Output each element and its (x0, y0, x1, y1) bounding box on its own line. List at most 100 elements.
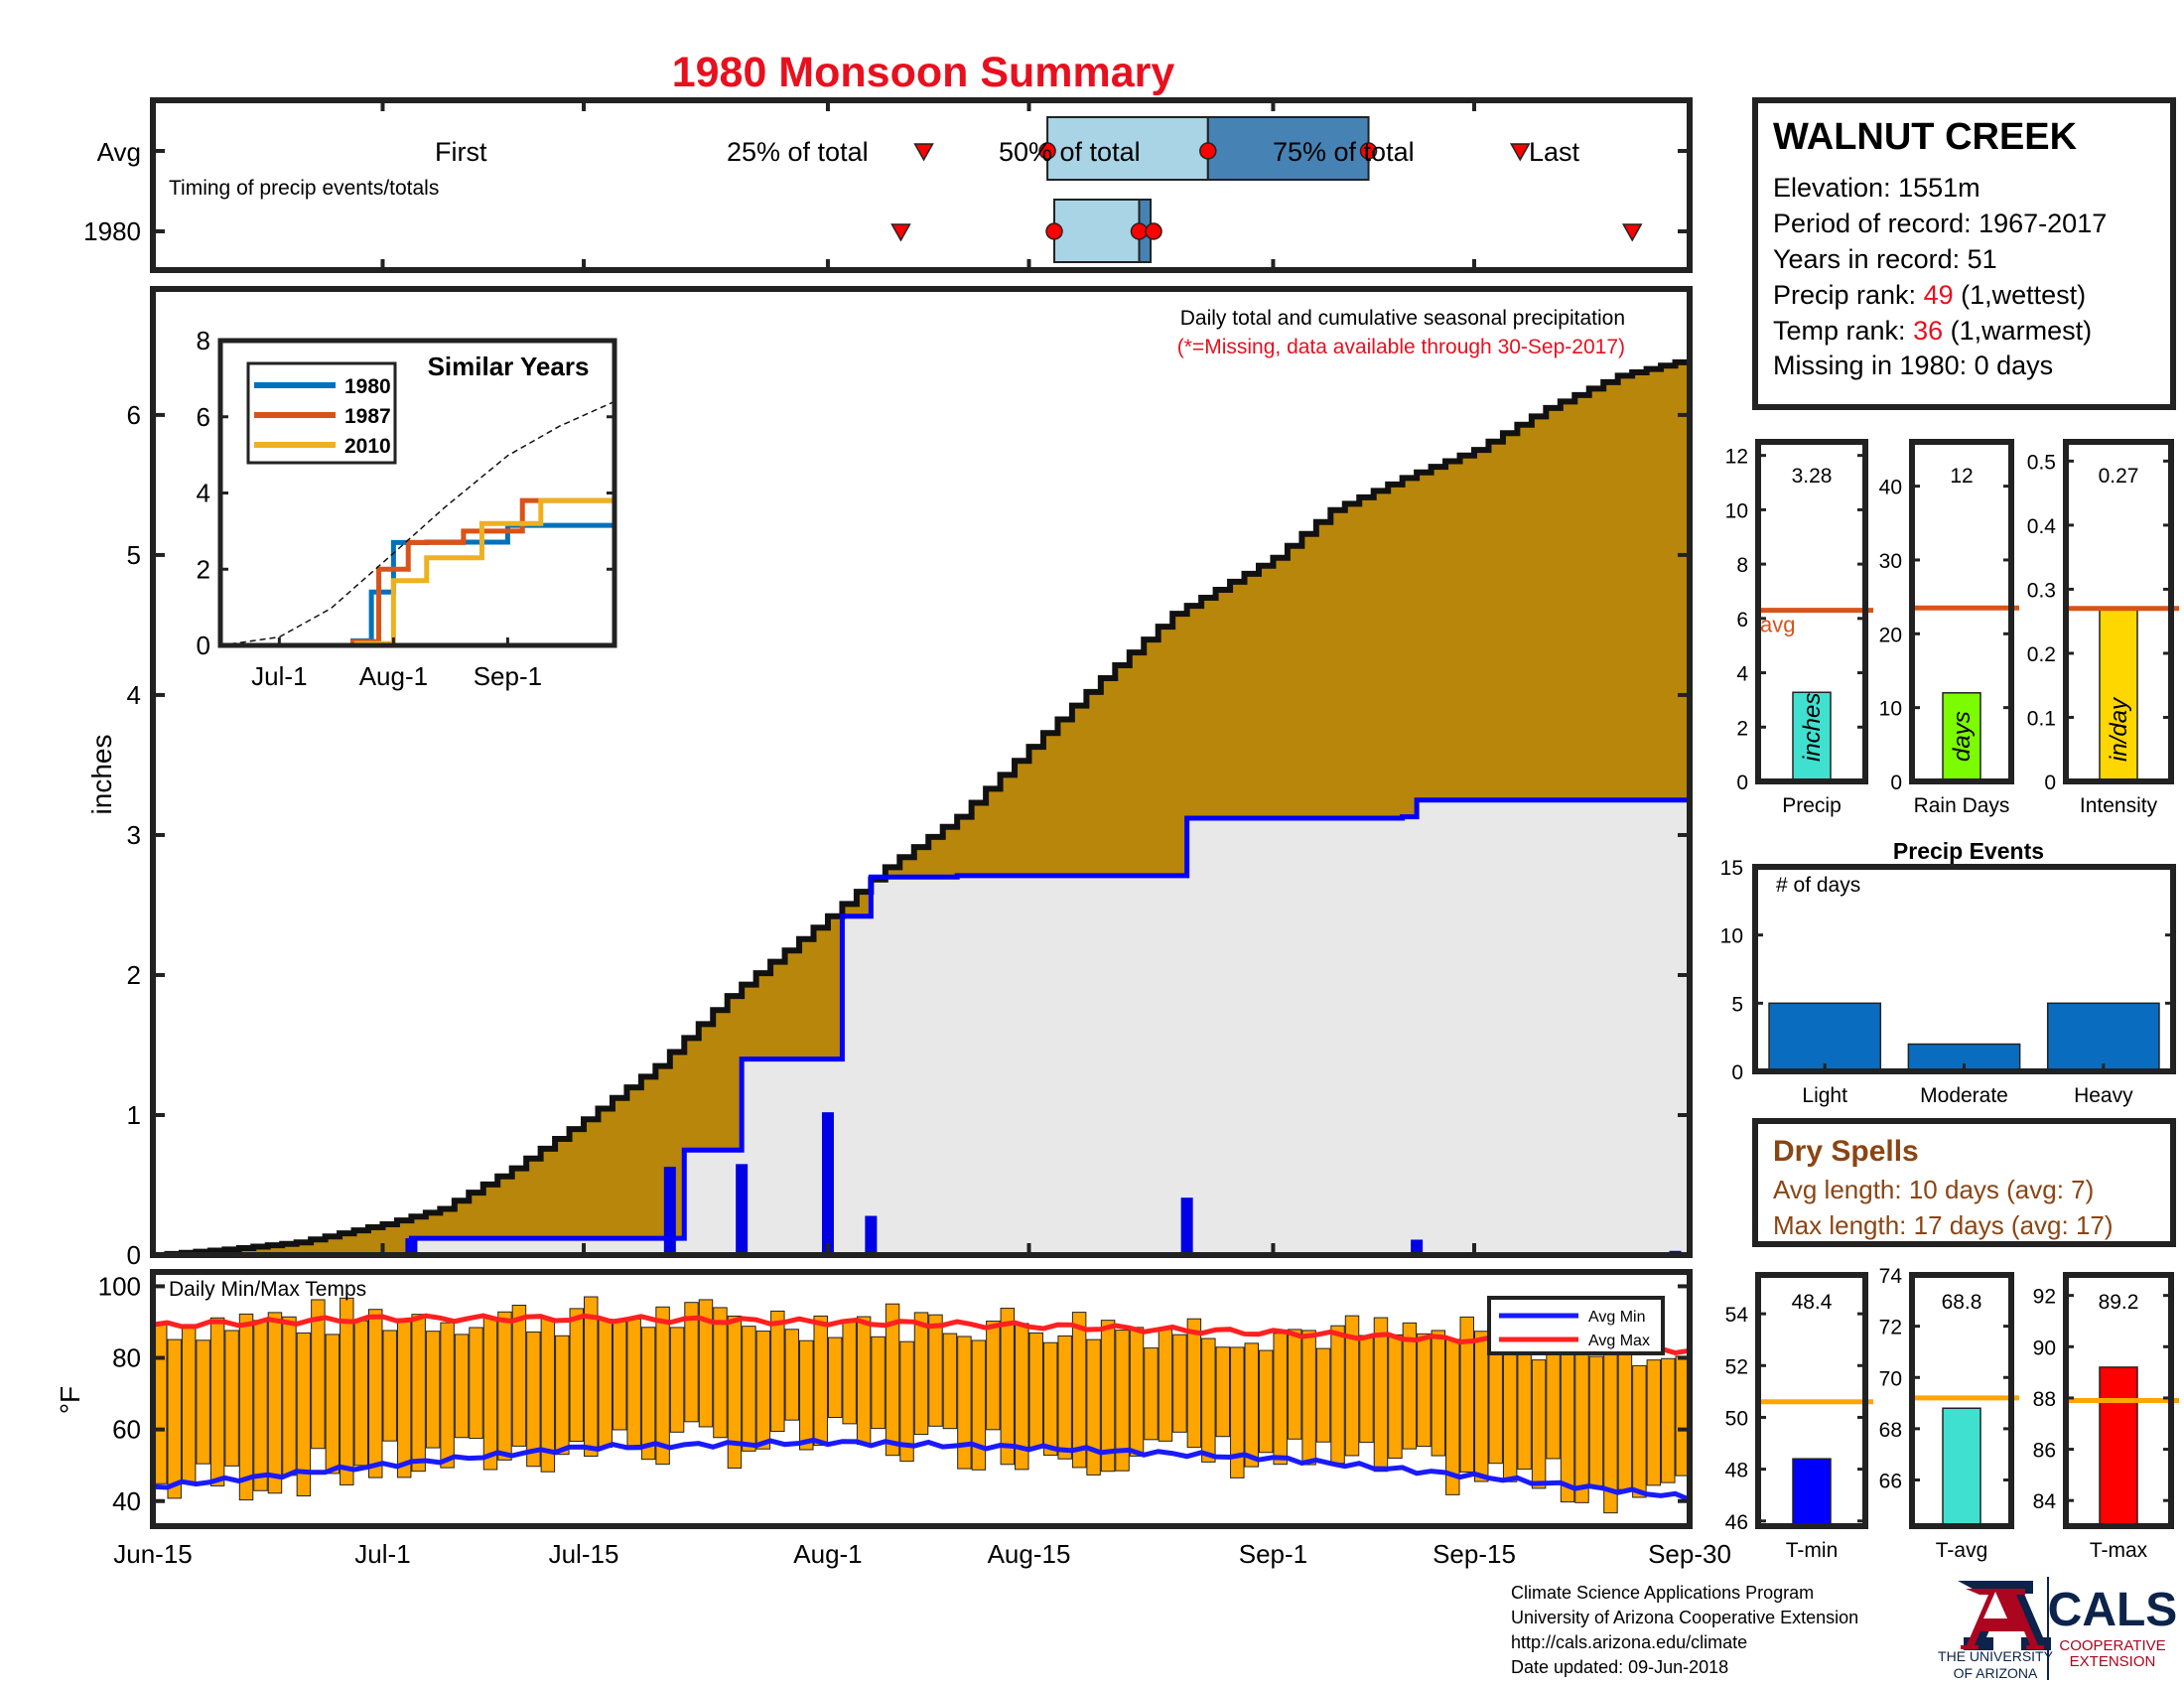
tempbar-value-label: 48.4 (1792, 1291, 1833, 1314)
daily-temp-bar (1588, 1355, 1604, 1487)
inset-xtick-label: Jul-1 (251, 661, 307, 691)
summary-value-label: 0.27 (2099, 465, 2139, 488)
daily-temp-bar (454, 1334, 470, 1439)
tempbar-ytick-label: 90 (2033, 1336, 2056, 1359)
daily-temp-bar (1215, 1346, 1231, 1438)
year-q25-q50-bar (1053, 199, 1141, 263)
daily-temp-bar (1359, 1335, 1374, 1444)
station-missing: Missing in 1980: 0 days (1773, 351, 2053, 380)
daily-temp-bar (928, 1314, 943, 1427)
daily-temp-bar (1546, 1341, 1561, 1460)
events-ytick-label: 15 (1720, 857, 1743, 880)
daily-temp-bar (856, 1316, 872, 1446)
daily-temp-bar (282, 1316, 297, 1477)
temps-xtick-label: Jun-15 (113, 1539, 193, 1569)
legend-avg-max: Avg Max (1588, 1333, 1650, 1349)
timing-panel: Avg 1980 Timing of precip events/totals … (83, 97, 1693, 273)
daily-temp-bar (698, 1299, 714, 1428)
year-q50-marker (1130, 222, 1149, 240)
daily-temp-bar (340, 1297, 354, 1485)
summary-unit-label: days (1949, 711, 1976, 762)
tempbar-panel-1: 66 68 70 72 74 68.8 T-avg (1879, 1265, 2019, 1562)
summary-value-label: 3.28 (1792, 465, 1833, 488)
tempbar-panel-frame (1909, 1272, 2014, 1529)
daily-temp-bar (1201, 1337, 1216, 1463)
daily-temp-bar (1000, 1308, 1016, 1466)
temps-ytick-label: 100 (98, 1271, 141, 1301)
daily-precip-bar (821, 1112, 834, 1255)
daily-temp-bar (296, 1332, 312, 1497)
station-elevation: Elevation: 1551m (1773, 173, 1980, 203)
inset-xtick-label: Sep-1 (474, 661, 542, 691)
temps-title: Daily Min/Max Temps (169, 1278, 366, 1301)
tempbar-axis-label: T-avg (1936, 1539, 1988, 1562)
daily-precip-bar (1180, 1197, 1193, 1255)
temps-xtick-label: Sep-15 (1433, 1539, 1516, 1569)
station-info-box: WALNUT CREEK Elevation: 1551m Period of … (1752, 97, 2176, 410)
tempbar-value-bar (2099, 1366, 2138, 1527)
daily-temp-bar (1402, 1322, 1418, 1450)
events-xtick-label: Moderate (1920, 1084, 2008, 1107)
daily-temp-bar (1071, 1312, 1087, 1469)
daily-temp-bar (569, 1308, 585, 1443)
summary-value-bar (1792, 691, 1832, 782)
cals-logo: CALS COOPERATIVE EXTENSION (2048, 1584, 2178, 1670)
daily-temp-bar (181, 1324, 197, 1484)
daily-temp-bar (913, 1312, 929, 1436)
events-ylabel-note: # of days (1776, 874, 1860, 897)
daily-temp-bar (1086, 1338, 1101, 1476)
tempbar-ytick-label: 52 (1725, 1355, 1748, 1378)
summary-panel-frame (1909, 439, 2014, 784)
daily-temp-bar (325, 1334, 341, 1475)
daily-temp-bar (770, 1310, 785, 1433)
temps-ytick-label: 40 (112, 1486, 141, 1516)
temps-panel: Daily Min/Max Temps °F Avg Min Avg Max 4… (55, 1269, 1693, 1529)
avg-min-line (152, 1437, 1691, 1502)
tempbar-ytick-label: 92 (2033, 1286, 2056, 1309)
precip-ytick-label: 5 (127, 540, 141, 570)
similar-years-inset: Similar Years 1980 1987 2010 0 2 4 6 8 Jul-1 A… (197, 326, 617, 691)
summary-ytick-label: 0 (2044, 772, 2056, 794)
inset-xtick-label: Aug-1 (359, 661, 428, 691)
daily-temp-bar (1115, 1330, 1130, 1472)
precip-events-panel: Precip Events Light Moderate Heavy 0 5 10 15 #… (1720, 838, 2176, 1107)
daily-temp-bar (842, 1321, 857, 1425)
temps-legend: Avg Min Avg Max (1487, 1296, 1665, 1355)
avg-q50-q75-bar (1206, 116, 1370, 181)
daily-temp-bar (1417, 1333, 1432, 1448)
temps-ytick-label: 60 (112, 1415, 141, 1445)
ua-name-2: OF ARIZONA (1954, 1665, 2038, 1681)
avg-max-line (152, 1313, 1691, 1356)
daily-temp-bar (497, 1311, 512, 1461)
daily-temp-bar (1646, 1359, 1662, 1486)
precip-ytick-label: 6 (127, 400, 141, 430)
year-q25-marker (1045, 222, 1063, 240)
cals-text: CALS (2048, 1584, 2178, 1636)
precip-ytick-label: 2 (127, 960, 141, 990)
station-name: WALNUT CREEK (1773, 116, 2078, 158)
year-cumulative-fill (153, 795, 1690, 1255)
daily-temp-bar (727, 1315, 743, 1470)
summary-panel-0: 0 2 4 6 8 10 12 3.28 Precip inches avg (1725, 439, 1873, 817)
inset-legend-1987: 1987 (344, 405, 391, 428)
inset-avg-dashed-line (219, 400, 615, 646)
footer-line-1: Climate Science Applications Program (1511, 1583, 1814, 1603)
tempbar-ytick-label: 70 (1879, 1367, 1902, 1390)
daily-temp-bar (1042, 1341, 1058, 1457)
inset-ytick-label: 6 (197, 402, 210, 432)
precip-caption: Daily total and cumulative seasonal prec… (1180, 307, 1625, 330)
tempbar-value-label: 68.8 (1942, 1291, 1982, 1314)
daily-temp-bar (253, 1320, 268, 1491)
summary-ytick-label: 0.2 (2027, 643, 2056, 666)
precip-note: (*=Missing, data available through 30-Se… (1177, 336, 1625, 358)
precip-ytick-label: 1 (127, 1100, 141, 1130)
avg-last-marker (1509, 143, 1531, 162)
events-title: Precip Events (1893, 838, 2044, 864)
station-precip-rank: Precip rank: 49 (1,wettest) (1773, 280, 2086, 310)
year-q75-marker (1145, 222, 1162, 240)
legend-avg-min: Avg Min (1588, 1309, 1646, 1326)
tempbar-ytick-label: 54 (1725, 1304, 1749, 1327)
avg-q75-marker (1359, 142, 1378, 160)
dry-spells-avg: Avg length: 10 days (avg: 7) (1773, 1175, 2094, 1204)
daily-temp-bar (469, 1327, 483, 1440)
